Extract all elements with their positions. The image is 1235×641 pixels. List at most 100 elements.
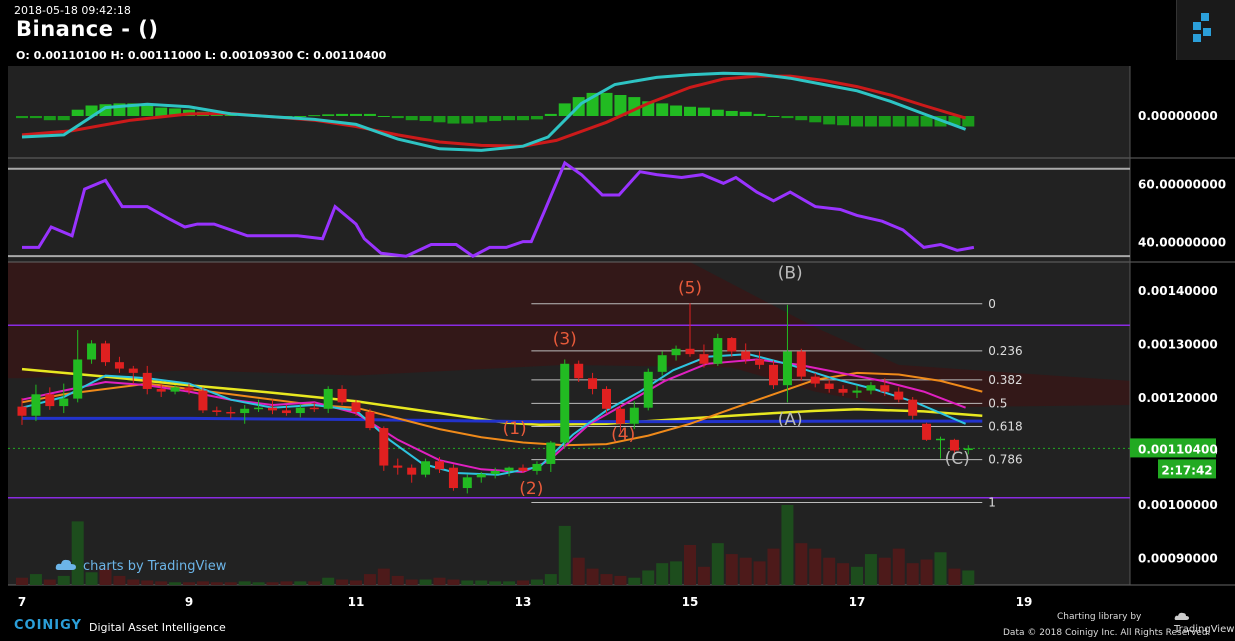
volume-bar	[600, 574, 613, 585]
volume-bar	[906, 563, 919, 585]
candle-body	[852, 390, 862, 393]
candle-body	[810, 376, 820, 384]
macd-histogram-bar	[711, 109, 724, 116]
macd-histogram-bar	[433, 116, 446, 123]
rsi-tick-label: 60.00000000	[1138, 177, 1226, 191]
volume-bar	[447, 579, 460, 585]
volume-bar	[864, 554, 877, 585]
volume-bar	[336, 579, 349, 585]
volume-bar	[530, 579, 543, 585]
macd-histogram-bar	[57, 116, 70, 121]
volume-bar	[280, 581, 293, 585]
candle-body	[31, 394, 41, 416]
footer	[0, 612, 1235, 641]
wave-label: (5)	[678, 279, 702, 299]
volume-bar	[405, 579, 418, 585]
watermark-text: charts by TradingView	[83, 559, 227, 574]
macd-histogram-bar	[697, 107, 710, 116]
wave-label: (B)	[778, 264, 803, 284]
volume-bar	[99, 568, 112, 585]
volume-bar	[572, 557, 585, 585]
macd-histogram-bar	[405, 116, 418, 121]
candle-body	[128, 368, 138, 373]
countdown-label: 2:17:42	[1161, 463, 1212, 477]
candle-body	[226, 411, 236, 414]
candle-body	[45, 394, 55, 407]
tradingview-credit[interactable]: TradingView	[1174, 611, 1235, 635]
candle-body	[101, 343, 110, 363]
volume-bar	[419, 579, 432, 585]
macd-histogram-bar	[336, 113, 349, 116]
volume-bars	[16, 505, 975, 585]
volume-bar	[113, 575, 126, 585]
macd-histogram-bar	[781, 116, 794, 119]
footer-brand[interactable]: COINIGY	[14, 618, 82, 633]
volume-bar	[489, 581, 502, 585]
price-axis[interactable]: 0.001400000.001300000.001200000.00110000…	[1130, 109, 1226, 566]
time-axis-area	[8, 585, 1235, 612]
candle-body	[546, 442, 556, 464]
candle-body	[365, 411, 375, 429]
candle-body	[908, 399, 918, 416]
macd-histogram-bar	[322, 114, 335, 116]
volume-bar	[71, 521, 84, 585]
cloud-icon	[55, 558, 77, 570]
candle-body	[560, 363, 570, 443]
macd-histogram-bar	[461, 116, 474, 124]
candle-body	[615, 408, 625, 424]
volume-bar	[155, 581, 168, 585]
volume-bar	[183, 582, 195, 585]
fib-level-label: 0.382	[988, 373, 1022, 387]
macd-histogram-bar	[29, 116, 42, 119]
candle-body	[741, 351, 751, 360]
candle-body	[309, 407, 319, 410]
volume-bar	[809, 548, 822, 585]
volume-bar	[920, 559, 933, 585]
volume-bar	[739, 557, 752, 585]
fib-retracement: 0 0.236 0.382 0.5 0.618 0.786 1	[531, 297, 1023, 510]
time-tick-label: 13	[515, 595, 532, 609]
time-axis[interactable]: 7 9 11 13 15 17 19	[18, 595, 1033, 609]
time-tick-label: 7	[18, 595, 26, 609]
macd-histogram-bar	[864, 116, 877, 127]
candle-body	[393, 465, 403, 468]
wave-label: (A)	[778, 410, 803, 430]
macd-histogram-bar	[85, 105, 98, 116]
fib-level-label: 0.5	[988, 396, 1007, 410]
macd-histogram-bar	[169, 108, 182, 116]
horizontal-lines	[8, 324, 1130, 499]
candle-body	[838, 388, 848, 393]
rsi-tick-label: 40.00000000	[1138, 236, 1226, 250]
volume-bar	[308, 581, 321, 585]
macd-histogram-bar	[920, 116, 933, 127]
volume-bar	[377, 568, 390, 585]
volume-bar	[224, 582, 237, 585]
macd-histogram-bar	[489, 116, 502, 122]
chart-title: Binance - ()	[16, 17, 159, 41]
last-price-label: 0.00110400	[1138, 442, 1218, 456]
candles	[17, 303, 973, 494]
volume-bar	[433, 577, 446, 585]
chart-header: 2018-05-18 09:42:18 Binance - () O: 0.00…	[0, 0, 1235, 66]
macd-histogram-bar	[739, 111, 752, 116]
candle-body	[796, 351, 806, 377]
footer-tagline: Digital Asset Intelligence	[89, 621, 226, 634]
macd-histogram-bar	[753, 113, 766, 116]
candle-body	[949, 439, 959, 451]
candle-body	[462, 477, 472, 489]
candle-body	[629, 407, 639, 424]
tradingview-watermark[interactable]: charts by TradingView	[55, 558, 226, 574]
volume-bar	[363, 574, 376, 585]
macd-histogram-bar	[809, 116, 822, 123]
cloud-icon	[1174, 611, 1190, 620]
candle-body	[727, 338, 737, 352]
volume-bar	[503, 581, 516, 585]
macd-histogram-bar	[656, 103, 669, 116]
countdown-tag	[1158, 459, 1216, 479]
candle-body	[490, 470, 500, 475]
volume-bar	[697, 566, 710, 585]
fib-level-label: 0.236	[988, 344, 1022, 358]
macd-histogram-bar	[377, 116, 390, 117]
macd-histogram-bar	[16, 116, 28, 119]
